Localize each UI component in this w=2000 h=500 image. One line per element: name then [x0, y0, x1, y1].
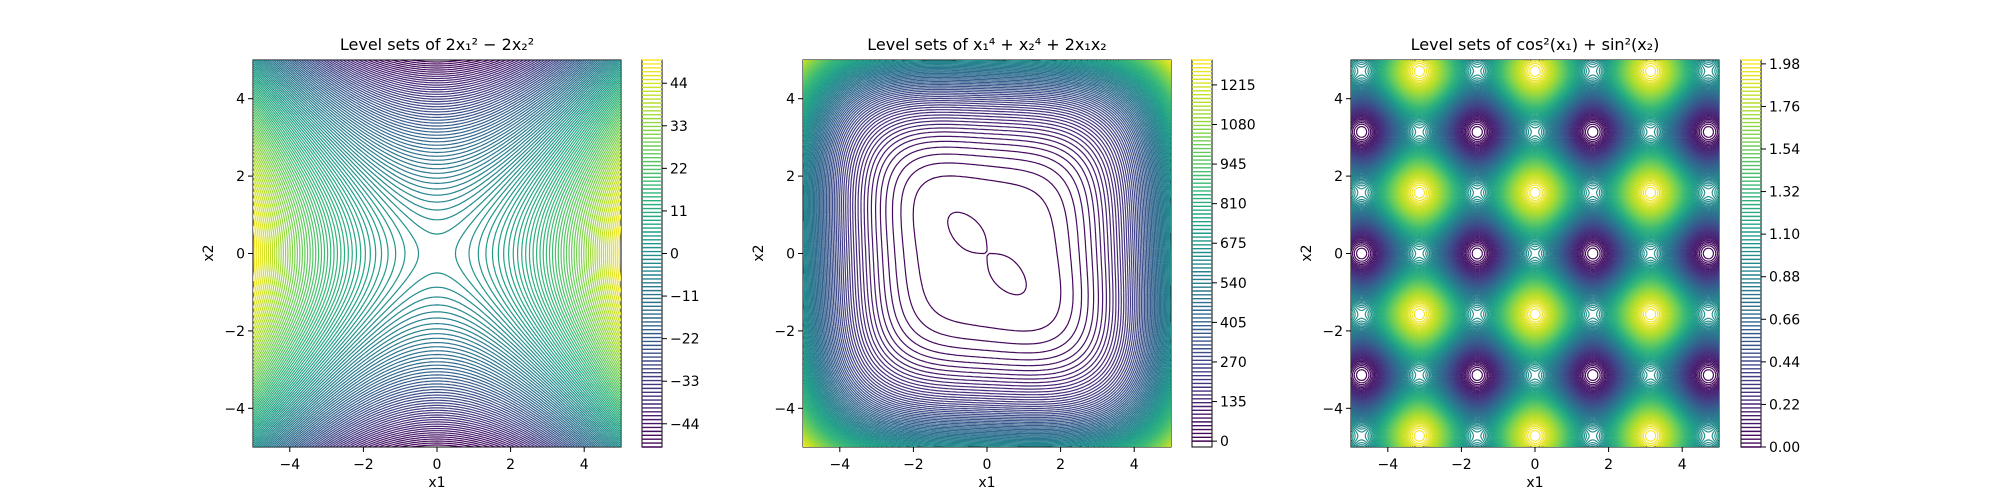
panel-2-colorbar-tick-label: 945 [1220, 157, 1247, 173]
panel-3-ytick-label: −2 [1322, 324, 1343, 340]
panel-1-colorbar-tick-label: −44 [670, 417, 700, 433]
panel-2-colorbar-tick-label: 675 [1220, 236, 1247, 252]
panel-2-ylabel: x2 [751, 244, 767, 261]
panel-1-title: Level sets of 2x₁² − 2x₂² [340, 35, 534, 54]
panel-1-ytick-label: −2 [224, 324, 245, 340]
panel-1-ytick-label: 2 [236, 169, 245, 185]
panel-2-ytick-label: −2 [774, 324, 795, 340]
panel-2-ytick-label: −4 [774, 401, 795, 417]
panel-1-ytick-label: 0 [236, 247, 245, 263]
panel-2-colorbar-tick-label: 270 [1220, 355, 1247, 371]
panel-2-xtick-label: −2 [903, 457, 924, 473]
panel-3-ytick-label: 4 [1334, 92, 1343, 108]
panel-1-xlabel: x1 [428, 475, 445, 491]
panel-3-xtick-label: −4 [1377, 457, 1398, 473]
panel-3-xtick-label: 0 [1531, 457, 1540, 473]
panel-3-xtick-label: 4 [1678, 457, 1687, 473]
panel-1-colorbar-tick-label: 11 [670, 204, 688, 220]
panel-3-colorbar-tick-label: 0.44 [1769, 355, 1800, 371]
panel-2-title: Level sets of x₁⁴ + x₂⁴ + 2x₁x₂ [867, 35, 1106, 54]
panel-1-colorbar-tick-label: 0 [670, 247, 679, 263]
panel-2-colorbar-tick-label: 810 [1220, 197, 1247, 213]
panel-2-xtick-label: 2 [1056, 457, 1065, 473]
panel-1-colorbar-tick-label: −22 [670, 332, 700, 348]
panel-2-colorbar-tick-label: 135 [1220, 395, 1247, 411]
panel-3-xtick-label: 2 [1604, 457, 1613, 473]
panel-3-ytick-label: 0 [1334, 247, 1343, 263]
panel-3-ytick-label: 2 [1334, 169, 1343, 185]
panel-2-xlabel: x1 [978, 475, 995, 491]
panel-2-xtick-label: 0 [983, 457, 992, 473]
panel-1-xtick-label: 0 [433, 457, 442, 473]
panel-1-xtick-label: 2 [506, 457, 515, 473]
panel-2-xtick-label: −4 [829, 457, 850, 473]
panel-1-xtick-label: −2 [353, 457, 374, 473]
panel-3-colorbar-tick-label: 1.10 [1769, 227, 1800, 243]
panel-1-colorbar-tick-label: 22 [670, 161, 688, 177]
panel-1-ylabel: x2 [201, 244, 217, 261]
panel-3-colorbar-tick-label: 0.66 [1769, 312, 1800, 328]
panel-3-colorbar-tick-label: 1.98 [1769, 57, 1800, 73]
panel-2-colorbar-tick-label: 1215 [1220, 78, 1256, 94]
panel-3-ylabel: x2 [1299, 244, 1315, 261]
panel-3-ytick-label: −4 [1322, 401, 1343, 417]
panel-1-colorbar-tick-label: −11 [670, 289, 700, 305]
panel-3-xtick-label: −2 [1451, 457, 1472, 473]
panel-2-ytick-label: 2 [786, 169, 795, 185]
panel-3-xlabel: x1 [1526, 475, 1543, 491]
panel-1-ytick-label: 4 [236, 92, 245, 108]
panel-2-colorbar-tick-label: 0 [1220, 434, 1229, 450]
panel-3-colorbar-tick-label: 0.00 [1769, 440, 1800, 456]
panel-2-ytick-label: 4 [786, 92, 795, 108]
panel-2-ytick-label: 0 [786, 247, 795, 263]
panel-3-title: Level sets of cos²(x₁) + sin²(x₂) [1411, 35, 1660, 54]
panel-2-xtick-label: 4 [1130, 457, 1139, 473]
panel-2-colorbar-tick-label: 1080 [1220, 118, 1256, 134]
panel-2-colorbar-tick-label: 540 [1220, 276, 1247, 292]
panel-1-xtick-label: 4 [580, 457, 589, 473]
panel-1-ytick-label: −4 [224, 401, 245, 417]
panel-2-colorbar-tick-label: 405 [1220, 315, 1247, 331]
panel-3-colorbar-tick-label: 0.88 [1769, 270, 1800, 286]
panel-1-colorbar-tick-label: −33 [670, 374, 700, 390]
panel-3-colorbar-tick-label: 1.76 [1769, 99, 1800, 115]
panel-1-colorbar-tick-label: 33 [670, 119, 688, 135]
panel-1-xtick-label: −4 [279, 457, 300, 473]
panel-3-colorbar-tick-label: 1.32 [1769, 185, 1800, 201]
panel-3-colorbar-tick-label: 0.22 [1769, 397, 1800, 413]
panel-3-colorbar-tick-label: 1.54 [1769, 142, 1800, 158]
panel-1-colorbar-tick-label: 44 [670, 76, 688, 92]
